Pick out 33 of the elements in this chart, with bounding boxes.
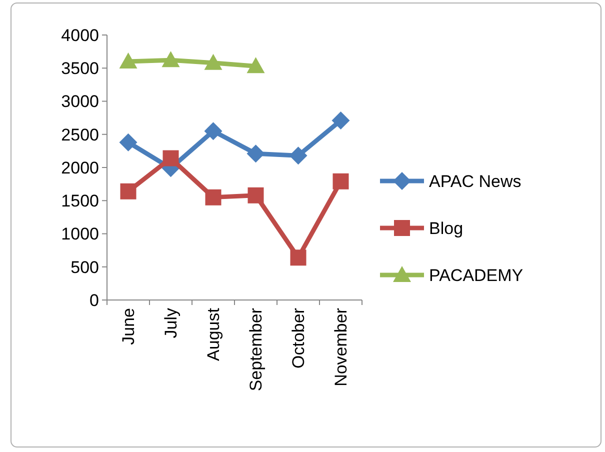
x-tick-label: August <box>204 308 224 361</box>
point <box>246 57 265 74</box>
point <box>248 187 264 204</box>
x-tick-label: October <box>289 308 308 368</box>
point <box>119 133 138 152</box>
y-tick-label: 3000 <box>61 92 99 112</box>
point <box>120 183 136 200</box>
point <box>290 250 306 266</box>
y-tick-label: 1500 <box>61 192 99 211</box>
point <box>332 111 350 130</box>
legend-label: Blog <box>429 218 464 238</box>
point <box>162 51 180 68</box>
x-tick-label: November <box>332 308 351 386</box>
y-tick-label: 1000 <box>61 224 99 244</box>
x-tick-label: July <box>162 308 181 338</box>
point <box>204 122 222 140</box>
point <box>205 189 222 206</box>
x-tick-label: June <box>119 308 138 345</box>
legend-label: PACADEMY <box>429 266 524 285</box>
y-tick-label: 500 <box>70 258 99 277</box>
point <box>332 173 349 190</box>
y-tick-label: 2000 <box>61 158 99 178</box>
point <box>289 146 308 165</box>
x-tick-label: September <box>246 308 266 392</box>
point <box>246 144 265 163</box>
legend-label: APAC News <box>429 172 522 191</box>
y-tick-label: 3500 <box>61 59 99 78</box>
point <box>119 52 138 68</box>
y-tick-label: 4000 <box>61 26 99 45</box>
point <box>162 150 179 166</box>
y-tick-label: 2500 <box>61 125 99 144</box>
point <box>204 54 222 70</box>
y-tick-label: 0 <box>90 290 99 310</box>
